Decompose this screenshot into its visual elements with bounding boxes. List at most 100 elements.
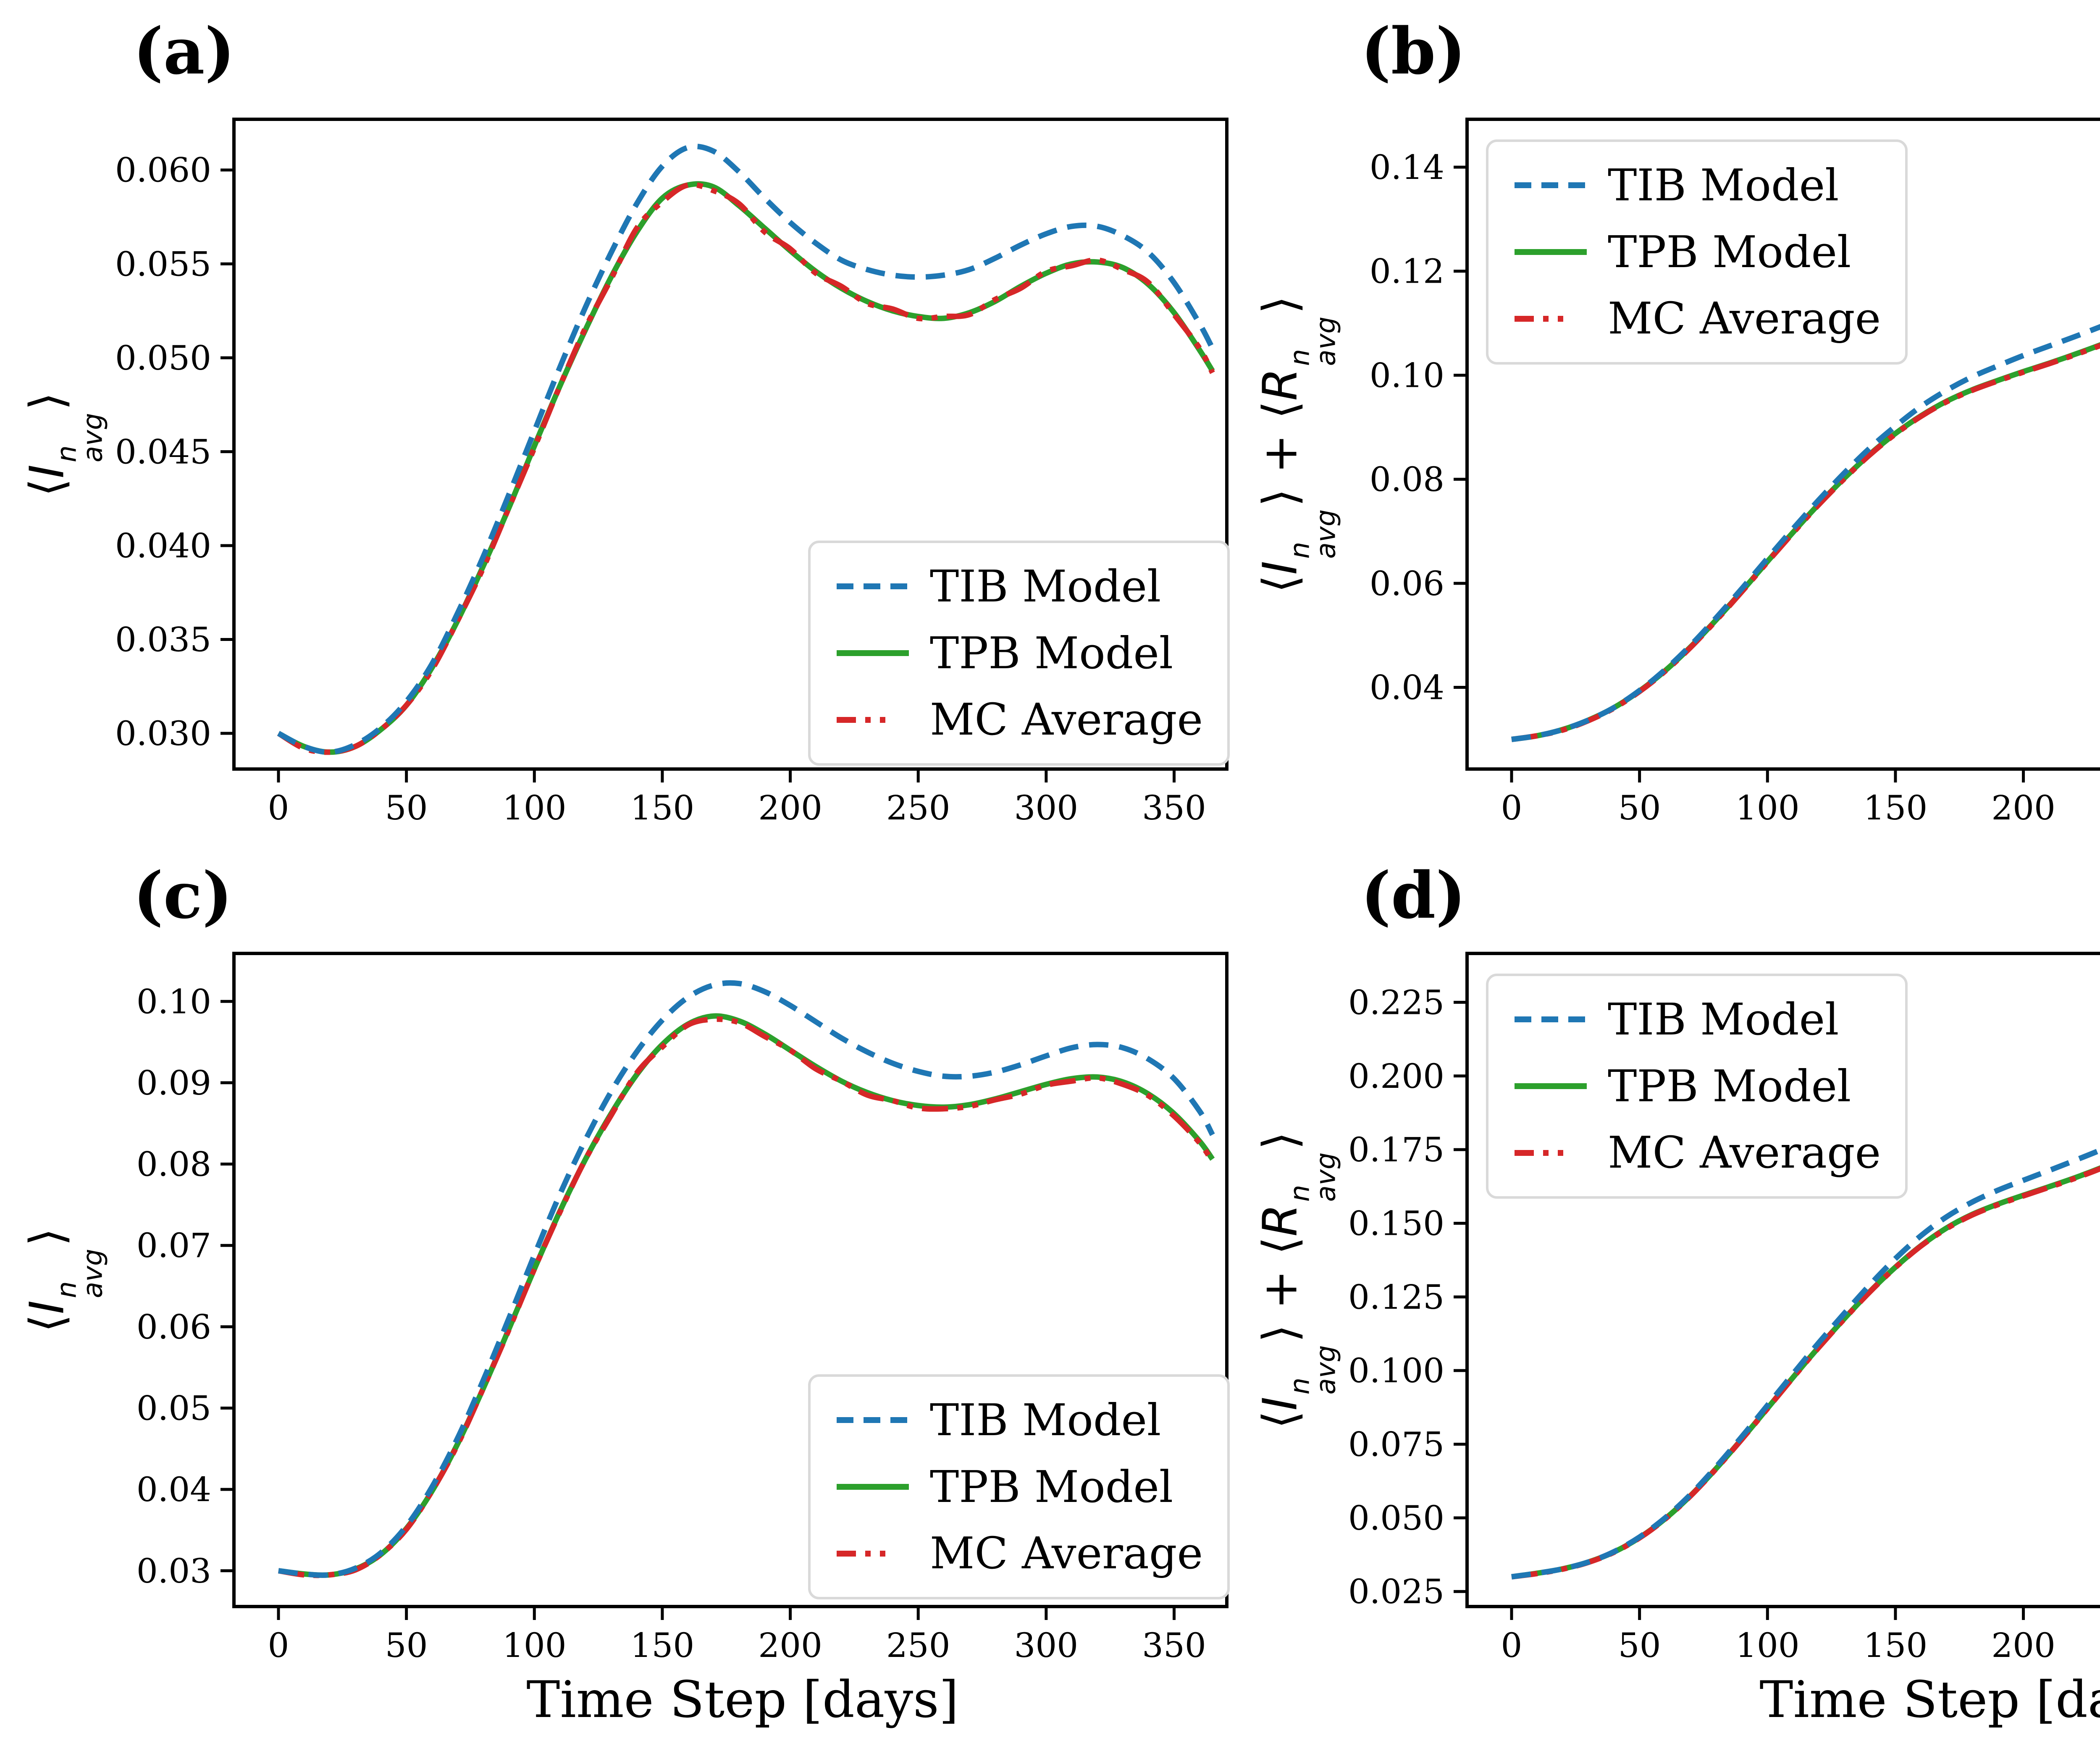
math-delimiter: + <box>1253 1255 1308 1324</box>
math-supsub: n avg <box>1284 509 1342 559</box>
math-delimiter: ⟨ <box>1253 575 1308 593</box>
series-line-mc <box>1511 1166 2100 1580</box>
y-tick-label: 0.09 <box>136 1063 211 1103</box>
math-delimiter: ⟩ <box>1253 295 1308 314</box>
legend-label: MC Average <box>1608 1127 1881 1179</box>
axes-frame <box>232 952 1228 1608</box>
math-superscript: n <box>1284 1377 1316 1395</box>
x-tick-label: 0 <box>1501 1626 1522 1665</box>
math-subscript: avg <box>1310 1345 1342 1395</box>
math-supsub: n avg <box>1284 1152 1342 1202</box>
y-tick-label: 0.225 <box>1348 983 1444 1022</box>
legend-swatch-solid-line-icon <box>1515 249 1587 255</box>
math-delimiter: ⟨ <box>20 478 75 497</box>
math-subscript: avg <box>77 1249 109 1298</box>
y-axis-label-a: ⟨I n avg ⟩ <box>20 392 109 497</box>
y-tick-label: 0.10 <box>136 982 211 1021</box>
math-delimiter: ⟩ <box>1253 1324 1308 1343</box>
y-tick-label: 0.150 <box>1348 1204 1444 1243</box>
legend-a: TIB Model TPB Model MC Average <box>808 540 1230 766</box>
legend-b: TIB Model TPB Model MC Average <box>1486 139 1908 365</box>
legend-label: MC Average <box>929 1528 1203 1579</box>
y-tick-label: 0.060 <box>115 151 211 190</box>
math-variable: R <box>1253 368 1308 401</box>
y-tick-label: 0.055 <box>115 244 211 284</box>
math-variable: R <box>1253 1204 1308 1237</box>
math-subscript: avg <box>1310 1152 1342 1202</box>
panel-label-c: (c) <box>133 858 233 933</box>
legend-label: TPB Model <box>929 627 1173 679</box>
y-axis-label-c: ⟨I n avg ⟩ <box>20 1228 109 1332</box>
legend-item-mc: MC Average <box>1513 1127 1881 1179</box>
x-tick-label: 200 <box>1991 1626 2055 1665</box>
panel-a-plot: 0 50 100 150 200 250 300 350 0.030 0.035 0.040 0.04… <box>115 118 1228 827</box>
legend-swatch-solid-line-icon <box>1515 1083 1587 1090</box>
legend-item-mc: MC Average <box>1513 293 1881 344</box>
series-line-mc <box>277 182 1215 755</box>
x-tick-label: 100 <box>502 788 567 827</box>
x-tick-label: 150 <box>630 788 695 827</box>
math-variable: I <box>1253 1397 1308 1411</box>
math-delimiter: ⟨ <box>1253 401 1308 419</box>
math-subscript: avg <box>1310 316 1342 366</box>
y-tick-label: 0.030 <box>115 714 211 753</box>
x-tick-label: 100 <box>1735 1626 1800 1665</box>
y-tick-label: 0.100 <box>1348 1351 1444 1390</box>
series-line-mc <box>278 1016 1215 1578</box>
legend-item-tpb: TPB Model <box>1513 1061 1881 1112</box>
x-tick-label: 0 <box>268 788 289 827</box>
y-tick-label: 0.05 <box>136 1389 211 1428</box>
legend-label: TPB Model <box>1608 226 1851 278</box>
x-tick-label: 100 <box>1735 788 1800 827</box>
math-delimiter: ⟨ <box>1253 1237 1308 1255</box>
legend-swatch-dashed-line-icon <box>1515 182 1587 189</box>
math-superscript: n <box>1284 541 1316 559</box>
legend-c: TIB Model TPB Model MC Average <box>808 1374 1230 1599</box>
legend-item-mc: MC Average <box>835 1528 1203 1579</box>
x-tick-label: 50 <box>1618 788 1661 827</box>
legend-swatch-dash-dot-dot-line-icon <box>1515 1150 1587 1156</box>
legend-item-tpb: TPB Model <box>835 627 1203 679</box>
y-tick-label: 0.06 <box>1370 564 1444 603</box>
legend-swatch-solid-line-icon <box>836 650 909 656</box>
x-tick-label: 250 <box>886 1626 950 1665</box>
math-variable: I <box>1253 561 1308 575</box>
legend-swatch-dash-dot-dot-line-icon <box>1515 315 1587 322</box>
y-tick-label: 0.03 <box>136 1552 211 1591</box>
legend-label: MC Average <box>1608 293 1881 344</box>
legend-label: TIB Model <box>929 560 1161 612</box>
x-tick-label: 300 <box>1014 1626 1078 1665</box>
x-tick-label: 300 <box>1014 788 1078 827</box>
series-line-tib <box>1511 1147 2100 1580</box>
x-tick-label: 150 <box>1864 1626 1928 1665</box>
x-tick-label: 50 <box>1618 1626 1661 1665</box>
legend-swatch-dashed-line-icon <box>1515 1016 1587 1023</box>
x-tick-label: 250 <box>886 788 950 827</box>
legend-item-tpb: TPB Model <box>1513 226 1881 278</box>
y-axis-label-d: ⟨I n avg ⟩ + ⟨R n avg ⟩ <box>1253 1132 1342 1429</box>
math-delimiter: + <box>1253 419 1308 488</box>
y-tick-label: 0.10 <box>1370 356 1444 395</box>
math-delimiter: ⟨ <box>1253 1410 1308 1429</box>
panel-label-d: (d) <box>1361 858 1466 933</box>
x-tick-label: 100 <box>502 1626 567 1665</box>
y-tick-label: 0.050 <box>1348 1499 1444 1538</box>
legend-item-tib: TIB Model <box>835 1394 1203 1446</box>
y-axis-label-b: ⟨I n avg ⟩ + ⟨R n avg ⟩ <box>1253 295 1342 593</box>
x-tick-label: 50 <box>385 1626 428 1665</box>
math-variable: I <box>20 464 75 478</box>
legend-label: TIB Model <box>1608 160 1839 211</box>
legend-swatch-dashed-line-icon <box>836 1417 909 1423</box>
legend-label: TIB Model <box>929 1394 1161 1446</box>
axes-frame <box>1465 118 2100 771</box>
math-superscript: n <box>1284 1184 1316 1202</box>
math-supsub: n avg <box>52 1249 109 1298</box>
legend-label: TIB Model <box>1608 994 1839 1045</box>
math-delimiter: ⟩ <box>20 1228 75 1247</box>
panel-b-plot: 0501001502002503003500.040.060.080.100.1… <box>1370 118 2100 827</box>
x-tick-label: 150 <box>1864 788 1928 827</box>
y-tick-label: 0.04 <box>1370 668 1444 707</box>
y-tick-label: 0.175 <box>1348 1130 1444 1169</box>
